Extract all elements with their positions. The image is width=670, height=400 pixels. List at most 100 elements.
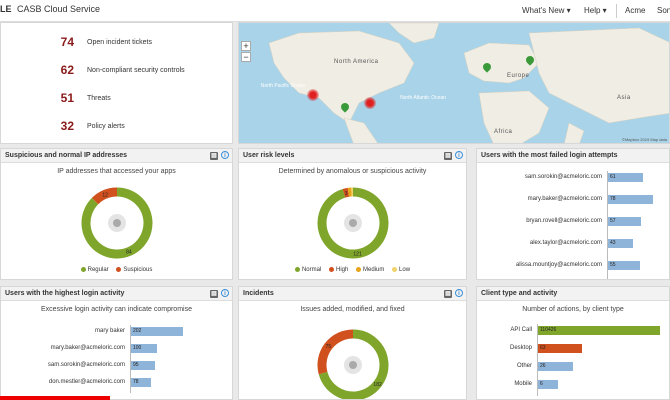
stat-policy-alerts[interactable]: 32 Policy alerts — [1, 119, 219, 139]
donut-segment-suspicious[interactable] — [91, 187, 118, 205]
bar[interactable] — [608, 173, 644, 182]
bar-value-label: 26 — [540, 363, 546, 369]
bar[interactable] — [608, 217, 641, 226]
legend-item-medium[interactable]: Medium — [356, 266, 384, 273]
risk-donut-chart[interactable]: 121 3 — [239, 179, 467, 269]
stat-noncompliant-controls[interactable]: 62 Non-compliant security controls — [1, 63, 219, 83]
legend-swatch — [116, 266, 122, 272]
bar-row[interactable]: bryan.rovell@acmeloric.com 57 — [477, 217, 669, 227]
legend-swatch — [392, 266, 398, 272]
legend-item-high[interactable]: High — [328, 266, 348, 273]
legend-item-normal[interactable]: Normal — [294, 266, 321, 273]
bar-row[interactable]: Mobile 6 — [477, 380, 669, 390]
bar-label: Mobile — [514, 381, 532, 387]
bar-row[interactable]: mary.baker@acmeloric.com 78 — [477, 195, 669, 205]
panel-header: Suspicious and normal IP addresses ▤ i — [1, 149, 232, 163]
user-icon-glyph — [349, 219, 357, 227]
donut-segment-regular[interactable] — [81, 187, 153, 259]
stat-value: 32 — [60, 119, 74, 133]
bar-label: Other — [516, 363, 532, 369]
bar-label: API Call — [510, 327, 532, 333]
video-progress-bar[interactable] — [0, 396, 110, 400]
info-icon[interactable]: i — [455, 289, 463, 297]
export-icon[interactable]: ▤ — [210, 290, 218, 298]
bar-row[interactable]: mary baker 202 — [1, 327, 232, 337]
chart-axis-line — [537, 324, 538, 396]
continent-label: Europe — [507, 73, 530, 79]
help-menu[interactable]: Help ▾ — [584, 6, 607, 15]
bar-value-label: 95 — [133, 362, 139, 368]
chart-axis-line — [607, 171, 608, 279]
brand[interactable]: LE CASB Cloud Service — [0, 4, 100, 14]
incidents-donut-chart[interactable]: 182 75 — [239, 317, 467, 400]
info-icon[interactable]: i — [221, 289, 229, 297]
donut-segment-high[interactable] — [342, 187, 350, 198]
wrench-icon-glyph — [349, 361, 357, 369]
zoom-in-button[interactable]: + — [241, 41, 251, 51]
bar-row[interactable]: alissa.mountjoy@acmeloric.com 55 — [477, 261, 669, 271]
bar[interactable] — [131, 361, 156, 370]
stat-label: Non-compliant security controls — [87, 67, 185, 74]
zoom-out-button[interactable]: − — [241, 52, 251, 62]
ip-donut-chart[interactable]: 84 12 — [1, 179, 233, 269]
stat-label: Threats — [87, 95, 111, 102]
bar-label: don.mestler@acmeloric.com — [48, 379, 125, 385]
stat-open-incidents[interactable]: 74 Open incident tickets — [1, 35, 219, 55]
bar[interactable] — [538, 344, 582, 353]
bar[interactable] — [131, 378, 152, 387]
bar[interactable] — [131, 327, 183, 336]
export-icon[interactable]: ▤ — [444, 152, 452, 160]
bar-label: sam.sorokin@acmeloric.com — [47, 362, 125, 368]
chart-axis-line — [130, 325, 131, 393]
threat-hotspot-marker[interactable] — [307, 89, 319, 101]
bar-row[interactable]: don.mestler@acmeloric.com 78 — [1, 378, 232, 388]
panel-title: Users with the highest login activity — [5, 290, 125, 297]
client-type-panel: Client type and activity Number of actio… — [476, 286, 670, 400]
legend-item-suspicious[interactable]: Suspicious — [116, 266, 152, 273]
info-icon[interactable]: i — [221, 151, 229, 159]
legend-swatch — [356, 266, 361, 272]
world-map[interactable]: North America Europe Asia Africa North P… — [238, 22, 670, 144]
bar-row[interactable]: Desktop 63 — [477, 344, 669, 354]
bar[interactable] — [538, 362, 573, 371]
nav-divider — [616, 4, 617, 18]
bar-label: mary baker — [94, 328, 125, 334]
bar[interactable] — [608, 195, 653, 204]
whats-new-menu[interactable]: What's New ▾ — [522, 6, 571, 15]
panel-title: Client type and activity — [481, 290, 558, 297]
bar-row[interactable]: sam.sorokin@acmeloric.com 61 — [477, 173, 669, 183]
bar[interactable] — [131, 344, 157, 353]
bar-row[interactable]: API Call 110426 — [477, 326, 669, 336]
tenant-menu[interactable]: Acme — [625, 6, 646, 15]
bar-row[interactable]: sam.sorokin@acmeloric.com 95 — [1, 361, 232, 371]
bar-row[interactable]: Other 26 — [477, 362, 669, 372]
bar-value-label: 78 — [133, 379, 139, 385]
legend-item-regular[interactable]: Regular — [80, 266, 109, 273]
export-icon[interactable]: ▤ — [444, 290, 452, 298]
bar[interactable] — [538, 326, 660, 335]
panel-header: Users with the most failed login attempt… — [477, 149, 669, 163]
bar-value-label: 110426 — [540, 327, 557, 333]
bar-label: mary.baker@acmeloric.com — [527, 196, 602, 202]
stat-threats[interactable]: 51 Threats — [1, 91, 219, 111]
stat-value: 51 — [60, 91, 74, 105]
donut-segment-normal[interactable] — [317, 187, 389, 259]
export-icon[interactable]: ▤ — [210, 152, 218, 160]
threat-hotspot-marker[interactable] — [364, 97, 376, 109]
bar[interactable] — [608, 261, 640, 270]
donut-segment-green[interactable] — [318, 329, 389, 399]
map-attribution: ©Mapbox 2019 Map data — [622, 137, 667, 142]
panel-subtitle: Issues added, modified, and fixed — [300, 306, 405, 313]
summary-panel: 74 Open incident tickets 62 Non-complian… — [0, 22, 233, 144]
bar[interactable] — [538, 380, 559, 389]
incidents-panel: Incidents ▤ i Issues added, modified, and… — [238, 286, 467, 400]
bar[interactable] — [608, 239, 633, 248]
bar-row[interactable]: mary.baker@acmeloric.com 100 — [1, 344, 232, 354]
donut-segment-red[interactable] — [317, 329, 354, 375]
user-menu[interactable]: Son — [657, 6, 670, 15]
bar-row[interactable]: alex.taylor@acmeloric.com 43 — [477, 239, 669, 249]
top-bar: LE CASB Cloud Service What's New ▾ Help … — [0, 0, 670, 22]
stat-label: Open incident tickets — [87, 39, 152, 46]
info-icon[interactable]: i — [455, 151, 463, 159]
legend-item-low[interactable]: Low — [392, 266, 410, 273]
